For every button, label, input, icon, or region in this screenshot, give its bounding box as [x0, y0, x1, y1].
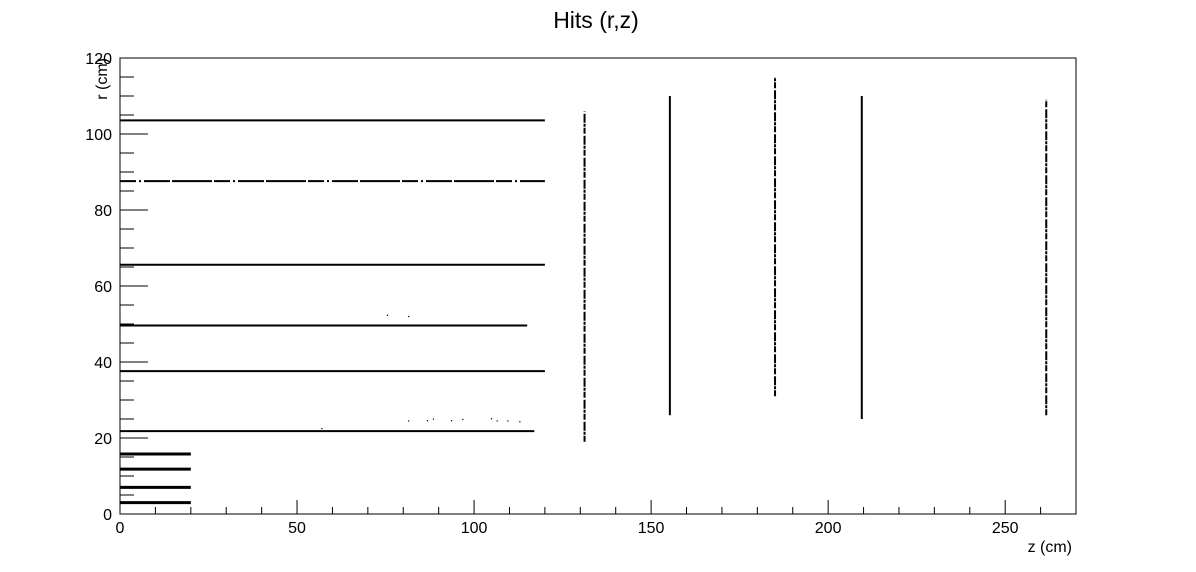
hit-point-7 — [462, 418, 464, 421]
hit-point-0 — [321, 428, 323, 430]
y-axis: 0 20 40 60 80 100 120 — [85, 51, 148, 524]
hit-point-1 — [386, 314, 389, 316]
hit-point-3 — [408, 420, 410, 422]
y-tick-label-0: 0 — [103, 507, 112, 524]
hit-point-5 — [432, 418, 435, 420]
hit-point-2 — [408, 315, 410, 318]
x-tick-label-100: 100 — [461, 520, 488, 537]
hit-point-9 — [496, 420, 498, 422]
plot-frame — [119, 57, 1077, 515]
y-tick-label-120: 120 — [85, 51, 112, 68]
x-tick-label-250: 250 — [992, 520, 1019, 537]
hit-point-10 — [507, 420, 509, 422]
x-axis-label: z (cm) — [1028, 539, 1072, 556]
hit-point-4 — [426, 420, 429, 422]
y-tick-label-40: 40 — [94, 355, 112, 372]
x-tick-label-0: 0 — [116, 520, 125, 537]
y-tick-label-60: 60 — [94, 279, 112, 296]
hit-point-6 — [450, 420, 453, 422]
chart-title: Hits (r,z) — [553, 7, 639, 33]
x-tick-label-50: 50 — [288, 520, 306, 537]
y-axis-label: r (cm) — [94, 58, 111, 100]
x-axis: 0 50 100 150 200 250 — [116, 500, 1077, 537]
y-tick-label-80: 80 — [94, 203, 112, 220]
hit-point-11 — [519, 421, 521, 423]
x-tick-label-150: 150 — [638, 520, 665, 537]
hit-point-8 — [490, 418, 493, 420]
y-tick-label-20: 20 — [94, 431, 112, 448]
x-tick-label-200: 200 — [815, 520, 842, 537]
data-layer — [120, 77, 1048, 505]
y-tick-label-100: 100 — [85, 127, 112, 144]
